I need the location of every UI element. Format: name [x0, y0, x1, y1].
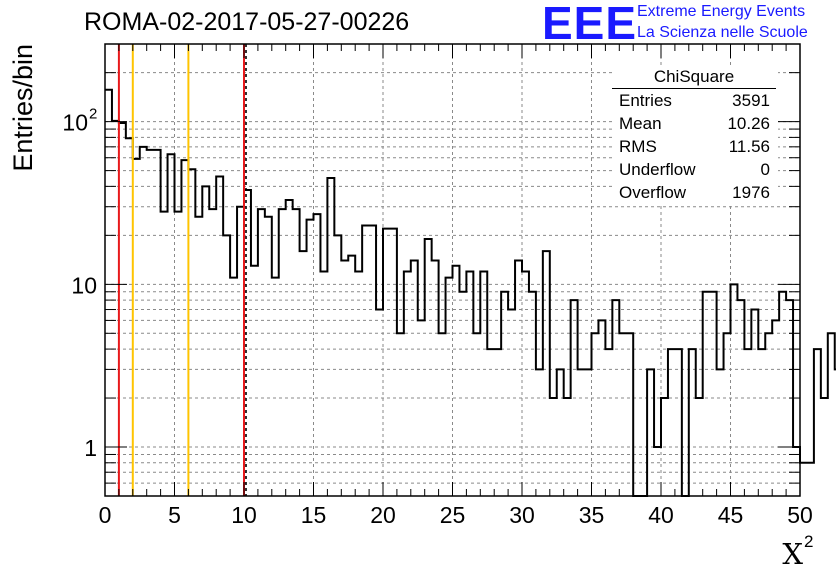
- y-tick-label: 10: [62, 110, 88, 136]
- stats-row-mean: Mean 10.26: [612, 112, 778, 135]
- x-tick-label: 10: [231, 502, 257, 528]
- stats-value: 3591: [732, 91, 770, 110]
- stats-key: RMS: [619, 137, 657, 156]
- x-tick-label: 45: [718, 502, 744, 528]
- stats-title: ChiSquare: [612, 66, 776, 89]
- y-tick-label: 10: [71, 272, 97, 298]
- stats-row-entries: Entries 3591: [612, 89, 778, 112]
- x-tick-label: 25: [440, 502, 466, 528]
- x-tick-label: 5: [168, 502, 181, 528]
- stats-row-rms: RMS 11.56: [612, 135, 778, 158]
- stats-key: Underflow: [619, 160, 696, 179]
- histogram-line: [105, 88, 836, 497]
- x-tick-label: 50: [787, 502, 813, 528]
- logo-line2: La Scienza nelle Scuole: [637, 24, 808, 41]
- y-tick-exponent: 2: [89, 106, 97, 123]
- stats-value: 0: [760, 160, 770, 179]
- y-axis-label: Entries/bin: [8, 44, 38, 172]
- y-tick-label: 1: [84, 435, 97, 461]
- eee-logo: EEE: [542, 0, 638, 49]
- stats-key: Entries: [619, 91, 672, 110]
- stats-value: 1976: [732, 183, 770, 202]
- x-tick-label: 40: [648, 502, 674, 528]
- stats-box: ChiSquare Entries 3591 Mean 10.26 RMS 11…: [612, 66, 778, 204]
- stats-value: 10.26: [727, 114, 770, 133]
- x-axis-label-superscript: 2: [804, 532, 813, 551]
- x-tick-label: 30: [509, 502, 535, 528]
- stats-value: 11.56: [728, 137, 770, 156]
- logo-line1: Extreme Energy Events: [637, 3, 806, 20]
- stats-row-underflow: Underflow 0: [612, 158, 778, 181]
- run-title: ROMA-02-2017-05-27-00226: [84, 8, 410, 36]
- stats-key: Mean: [619, 114, 662, 133]
- x-tick-label: 15: [301, 502, 327, 528]
- stats-row-overflow: Overflow 1976: [612, 181, 778, 204]
- x-tick-label: 35: [579, 502, 605, 528]
- x-axis-label: X: [782, 537, 803, 571]
- x-tick-label: 20: [370, 502, 396, 528]
- x-tick-label: 0: [99, 502, 112, 528]
- stats-key: Overflow: [619, 183, 687, 202]
